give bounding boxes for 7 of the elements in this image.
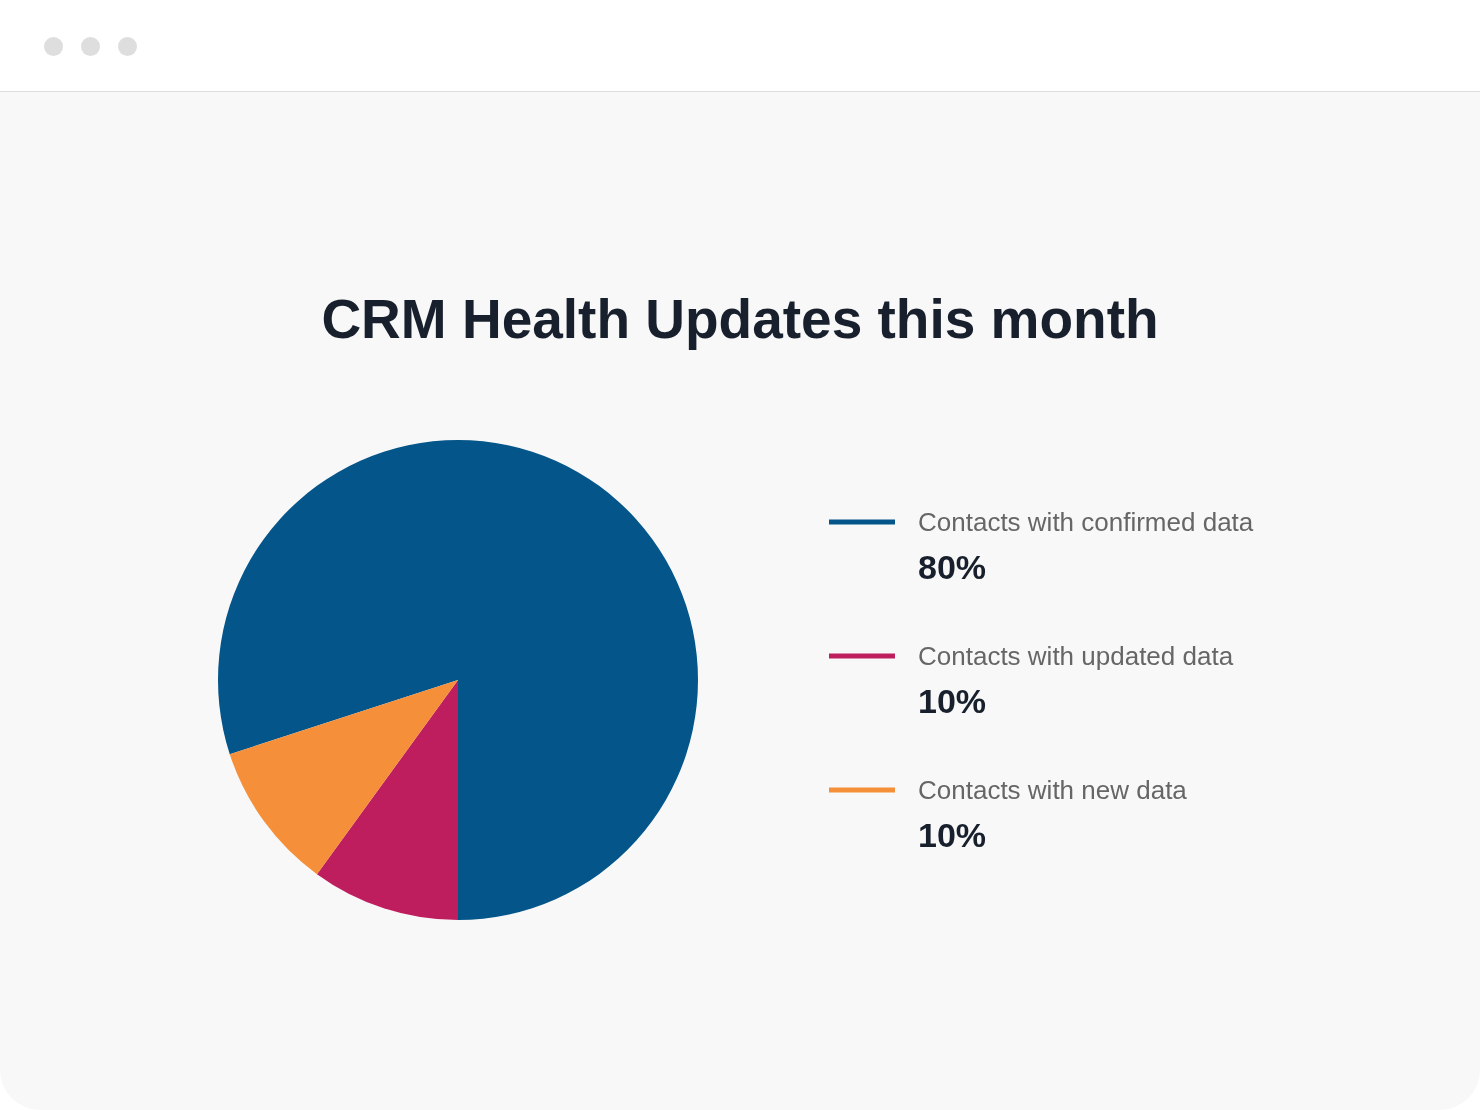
- legend-label: Contacts with new data: [918, 775, 1188, 805]
- data-label: 80%: [918, 548, 987, 586]
- legend-label: Contacts with updated data: [918, 641, 1234, 671]
- legend-label: Contacts with confirmed data: [918, 507, 1254, 537]
- data-label: 10%: [918, 816, 987, 854]
- data-label: 10%: [918, 682, 987, 720]
- chart-title: CRM Health Updates this month: [321, 287, 1159, 350]
